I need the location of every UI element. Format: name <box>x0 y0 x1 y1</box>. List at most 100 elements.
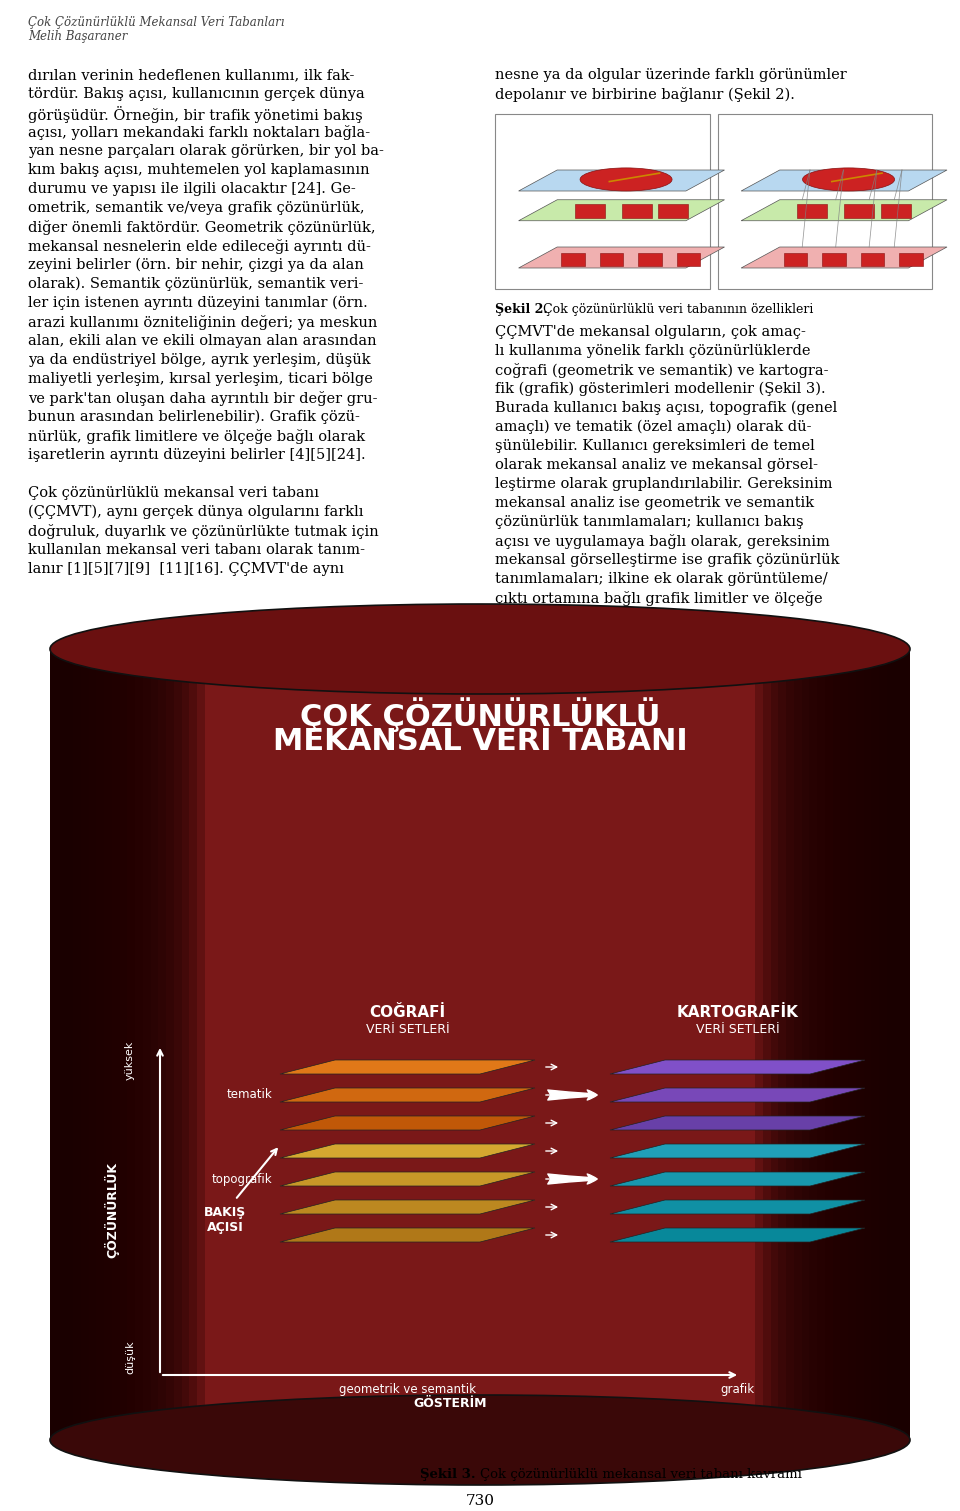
Text: çözünürlük tanımlamaları; kullanıcı bakış: çözünürlük tanımlamaları; kullanıcı bakı… <box>495 515 804 529</box>
Bar <box>50 650 128 1440</box>
Bar <box>756 650 910 1440</box>
Text: mekansal nesnelerin elde edileceği ayrıntı dü-: mekansal nesnelerin elde edileceği ayrın… <box>28 239 371 254</box>
Text: bağlı olarak farklılaşabilir.: bağlı olarak farklılaşabilir. <box>495 610 690 626</box>
Polygon shape <box>741 246 947 267</box>
Polygon shape <box>280 1088 535 1102</box>
Polygon shape <box>610 1200 865 1213</box>
Polygon shape <box>518 199 725 221</box>
Text: maliyetli yerleşim, kırsal yerleşim, ticari bölge: maliyetli yerleşim, kırsal yerleşim, tic… <box>28 372 372 385</box>
Bar <box>844 204 875 218</box>
Bar <box>717 113 932 289</box>
Bar <box>797 204 828 218</box>
Text: Çok çözünürlüklü mekansal veri tabanı: Çok çözünürlüklü mekansal veri tabanı <box>28 487 319 500</box>
Text: dırılan verinin hedeflenen kullanımı, ilk fak-: dırılan verinin hedeflenen kullanımı, il… <box>28 68 354 82</box>
Text: işaretlerin ayrıntı düzeyini belirler [4][5][24].: işaretlerin ayrıntı düzeyini belirler [4… <box>28 447 366 462</box>
Text: Burada kullanıcı bakış açısı, topografik (genel: Burada kullanıcı bakış açısı, topografik… <box>495 400 837 416</box>
Text: olarak). Semantik çözünürlük, semantik veri-: olarak). Semantik çözünürlük, semantik v… <box>28 277 364 292</box>
Ellipse shape <box>803 168 895 190</box>
Text: şünülebilir. Kullanıcı gereksimleri de temel: şünülebilir. Kullanıcı gereksimleri de t… <box>495 440 815 453</box>
Text: diğer önemli faktördür. Geometrik çözünürlük,: diğer önemli faktördür. Geometrik çözünü… <box>28 221 375 236</box>
Bar <box>50 650 151 1440</box>
Text: amaçlı) ve tematik (özel amaçlı) olarak dü-: amaçlı) ve tematik (özel amaçlı) olarak … <box>495 420 811 434</box>
Bar <box>823 254 846 266</box>
Polygon shape <box>280 1117 535 1130</box>
Bar <box>50 650 166 1440</box>
Bar <box>600 254 623 266</box>
Bar <box>879 650 910 1440</box>
Bar <box>677 254 700 266</box>
Ellipse shape <box>50 1395 910 1485</box>
Bar <box>895 650 910 1440</box>
Bar <box>50 650 81 1440</box>
Text: ÇÖZÜNÜRLÜK: ÇÖZÜNÜRLÜK <box>105 1162 119 1259</box>
Text: lanır [1][5][7][9]  [11][16]. ÇÇMVT'de aynı: lanır [1][5][7][9] [11][16]. ÇÇMVT'de ay… <box>28 562 344 576</box>
Text: nürlük, grafik limitlere ve ölçeğe bağlı olarak: nürlük, grafik limitlere ve ölçeğe bağlı… <box>28 429 365 444</box>
Text: topografik: topografik <box>211 1173 272 1186</box>
Bar <box>50 650 181 1440</box>
Bar <box>50 650 112 1440</box>
Bar <box>621 204 652 218</box>
Text: GÖSTERİM: GÖSTERİM <box>413 1398 487 1410</box>
Text: MEKANSAL VERİ TABANI: MEKANSAL VERİ TABANI <box>273 727 687 756</box>
Polygon shape <box>610 1117 865 1130</box>
Bar <box>50 650 135 1440</box>
Ellipse shape <box>50 604 910 694</box>
Polygon shape <box>518 171 725 190</box>
Bar <box>50 650 189 1440</box>
Text: COĞRAFİ: COĞRAFİ <box>370 1005 445 1020</box>
Polygon shape <box>610 1061 865 1074</box>
Text: ya da endüstriyel bölge, ayrık yerleşim, düşük: ya da endüstriyel bölge, ayrık yerleşim,… <box>28 354 371 367</box>
Polygon shape <box>610 1228 865 1242</box>
Text: lı kullanıma yönelik farklı çözünürlüklerde: lı kullanıma yönelik farklı çözünürlükle… <box>495 345 810 358</box>
Text: arazi kullanımı özniteliğinin değeri; ya meskun: arazi kullanımı özniteliğinin değeri; ya… <box>28 314 377 329</box>
Text: ler için istenen ayrıntı düzeyini tanımlar (örn.: ler için istenen ayrıntı düzeyini tanıml… <box>28 296 368 310</box>
Bar <box>817 650 910 1440</box>
Text: alan, ekili alan ve ekili olmayan alan arasından: alan, ekili alan ve ekili olmayan alan a… <box>28 334 376 348</box>
Text: ve park'tan oluşan daha ayrıntılı bir değer gru-: ve park'tan oluşan daha ayrıntılı bir de… <box>28 391 377 406</box>
Text: doğruluk, duyarlık ve çözünürlükte tutmak için: doğruluk, duyarlık ve çözünürlükte tutma… <box>28 524 379 539</box>
Text: yüksek: yüksek <box>125 1040 135 1080</box>
Text: depolanır ve birbirine bağlanır (Şekil 2).: depolanır ve birbirine bağlanır (Şekil 2… <box>495 88 795 103</box>
Text: mekansal analiz ise geometrik ve semantik: mekansal analiz ise geometrik ve semanti… <box>495 496 814 511</box>
Text: 730: 730 <box>466 1494 494 1508</box>
Polygon shape <box>610 1088 865 1102</box>
Text: leştirme olarak gruplandırılabilir. Gereksinim: leştirme olarak gruplandırılabilir. Gere… <box>495 477 832 491</box>
Polygon shape <box>280 1061 535 1074</box>
Bar <box>50 650 73 1440</box>
Bar <box>495 113 709 289</box>
Text: geometrik ve semantik: geometrik ve semantik <box>339 1383 476 1396</box>
Polygon shape <box>280 1200 535 1213</box>
Text: Şekil 2.: Şekil 2. <box>495 304 552 316</box>
Bar <box>786 650 910 1440</box>
Ellipse shape <box>580 168 672 190</box>
Polygon shape <box>280 1228 535 1242</box>
Polygon shape <box>741 171 947 190</box>
Text: mekansal görselleştirme ise grafik çözünürlük: mekansal görselleştirme ise grafik çözün… <box>495 553 839 567</box>
Bar <box>802 650 910 1440</box>
Text: görüşüdür. Örneğin, bir trafik yönetimi bakış: görüşüdür. Örneğin, bir trafik yönetimi … <box>28 106 363 122</box>
Text: Melih Başaraner: Melih Başaraner <box>28 30 128 42</box>
Bar <box>50 650 910 1440</box>
Text: grafik: grafik <box>720 1383 755 1396</box>
Bar <box>881 204 911 218</box>
Text: durumu ve yapısı ile ilgili olacaktır [24]. Ge-: durumu ve yapısı ile ilgili olacaktır [2… <box>28 181 356 196</box>
Bar <box>825 650 910 1440</box>
Polygon shape <box>741 199 947 221</box>
Text: fik (grafik) gösterimleri modellenir (Şekil 3).: fik (grafik) gösterimleri modellenir (Şe… <box>495 382 826 396</box>
Bar <box>864 650 910 1440</box>
Text: açısı, yolları mekandaki farklı noktaları bağla-: açısı, yolları mekandaki farklı noktalar… <box>28 125 371 141</box>
Text: Şekil 3.: Şekil 3. <box>420 1469 480 1481</box>
Bar <box>50 650 158 1440</box>
Text: tanımlamaları; ilkine ek olarak görüntüleme/: tanımlamaları; ilkine ek olarak görüntül… <box>495 573 828 586</box>
Bar <box>783 254 807 266</box>
Bar <box>902 650 910 1440</box>
Text: Çok çözünürlüklü mekansal veri tabanı kavramı: Çok çözünürlüklü mekansal veri tabanı ka… <box>480 1469 802 1481</box>
Polygon shape <box>280 1144 535 1157</box>
Text: açısı ve uygulamaya bağlı olarak, gereksinim: açısı ve uygulamaya bağlı olarak, gereks… <box>495 533 829 548</box>
Bar <box>50 650 88 1440</box>
Text: olarak mekansal analiz ve mekansal görsel-: olarak mekansal analiz ve mekansal görse… <box>495 458 818 471</box>
Bar <box>832 650 910 1440</box>
Text: coğrafi (geometrik ve semantik) ve kartogra-: coğrafi (geometrik ve semantik) ve karto… <box>495 363 828 378</box>
Text: Çok Çözünürlüklü Mekansal Veri Tabanları: Çok Çözünürlüklü Mekansal Veri Tabanları <box>28 17 284 29</box>
Text: çıktı ortamına bağlı grafik limitler ve ölçeğe: çıktı ortamına bağlı grafik limitler ve … <box>495 591 823 606</box>
